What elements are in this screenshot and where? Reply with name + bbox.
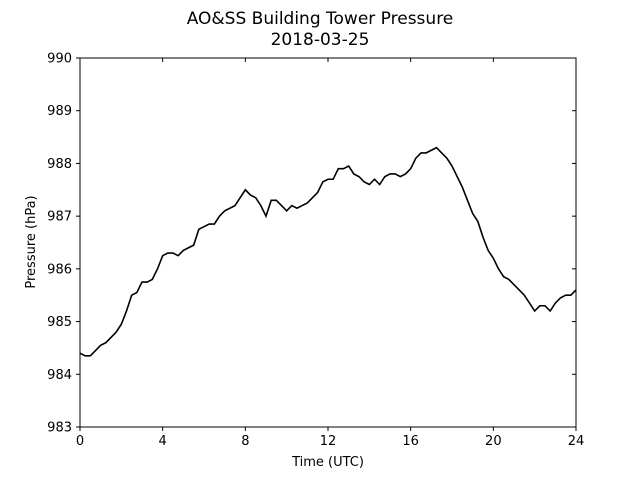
y-tick-label: 990 <box>47 52 72 67</box>
x-tick-label: 12 <box>320 434 337 449</box>
x-tick-label: 24 <box>568 434 585 449</box>
x-tick-label: 20 <box>485 434 502 449</box>
y-axis-label: Pressure (hPa) <box>24 195 39 288</box>
y-tick-label: 989 <box>47 104 72 119</box>
y-tick-label: 987 <box>47 210 72 225</box>
chart-subtitle: 2018-03-25 <box>271 30 370 50</box>
x-axis-label: Time (UTC) <box>291 455 364 470</box>
x-tick-label: 4 <box>159 434 167 449</box>
y-tick-label: 986 <box>47 262 72 277</box>
x-tick-label: 8 <box>241 434 249 449</box>
y-tick-label: 984 <box>47 368 72 383</box>
y-tick-label: 985 <box>47 315 72 330</box>
series-line <box>79 146 577 357</box>
y-tick-label: 983 <box>47 421 72 436</box>
y-tick-label: 988 <box>47 157 72 172</box>
chart-title: AO&SS Building Tower Pressure <box>187 9 454 29</box>
x-tick-label: 0 <box>76 434 84 449</box>
plot-frame <box>79 57 577 428</box>
x-tick-label: 16 <box>402 434 419 449</box>
